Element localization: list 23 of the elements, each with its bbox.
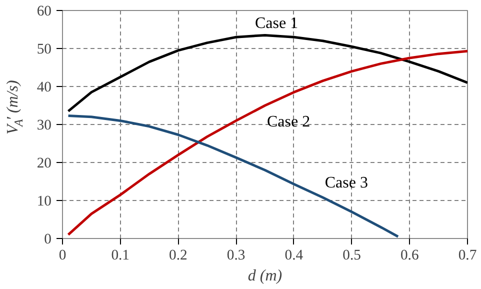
y-tick-label: 0 — [44, 232, 52, 248]
x-tick-label: 0 — [58, 248, 66, 264]
line-series — [67, 34, 468, 112]
y-tick-label: 60 — [36, 4, 52, 20]
y-tick-label: 20 — [36, 156, 52, 172]
y-tick-label: 10 — [36, 194, 52, 210]
y-tick-label: 50 — [36, 42, 52, 58]
x-axis-title: d (m) — [248, 268, 282, 284]
x-tick-label: 0.7 — [458, 248, 477, 264]
y-tick-label: 30 — [36, 118, 52, 134]
y-tick-label: 40 — [36, 80, 52, 96]
line-series — [67, 114, 400, 238]
series-label: Case 3 — [324, 174, 368, 192]
series-label: Case 1 — [255, 15, 298, 32]
x-tick-label: 0.3 — [226, 248, 246, 264]
x-tick-label: 0.5 — [342, 248, 361, 264]
y-axis-title: VA′ (m/s) — [4, 80, 26, 134]
x-tick-label: 0.4 — [284, 248, 304, 264]
x-tick-label: 0.1 — [111, 248, 130, 264]
x-tick-label: 0.6 — [400, 248, 419, 264]
series-label: Case 2 — [267, 114, 310, 130]
x-tick-label: 0.2 — [169, 248, 188, 264]
line-series — [67, 50, 468, 236]
